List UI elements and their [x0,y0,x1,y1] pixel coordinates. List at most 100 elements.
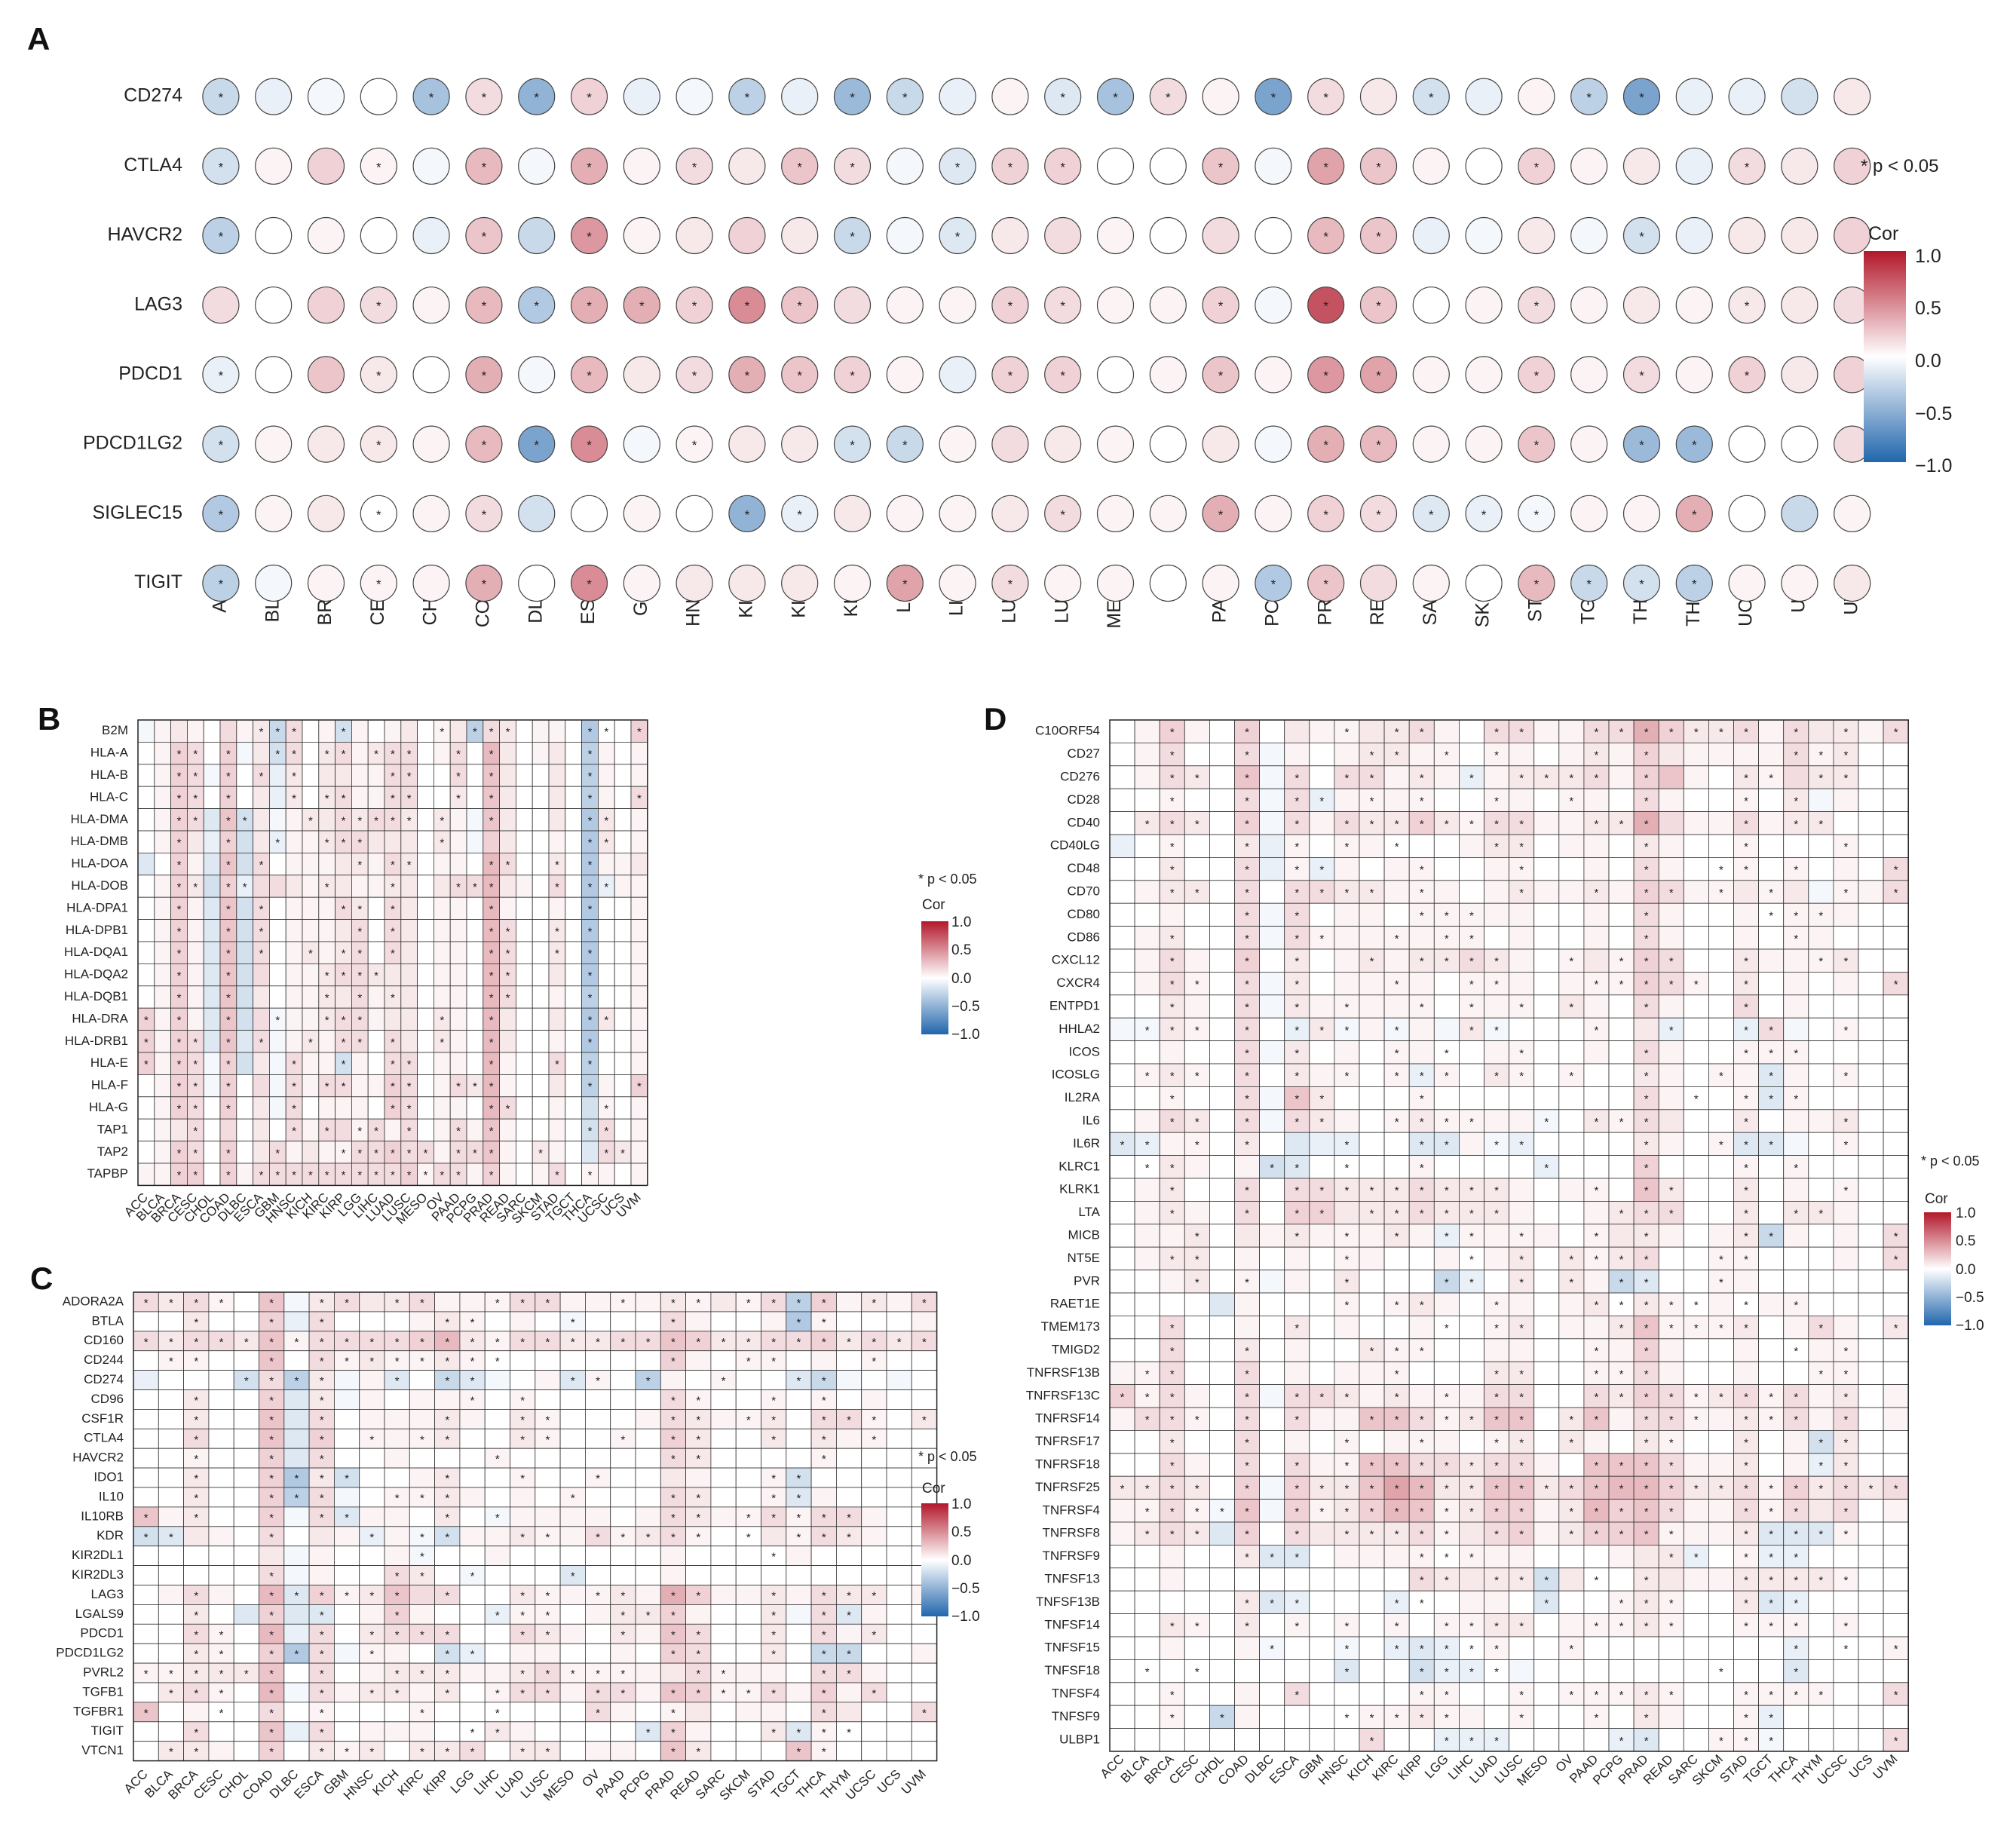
panel-c-significance-star: * [847,1512,851,1524]
panel-d-significance-star: * [1395,1116,1399,1129]
panel-d-cell-TNFRSF9-CESC [1184,1544,1210,1569]
panel-c-row-label: KDR [97,1528,124,1542]
panel-b-significance-star: * [555,1169,559,1182]
panel-b-cell-HLA-DQA2-CHOL [203,963,221,987]
panel-d-cell-TNFRSF8-UCS [1858,1521,1884,1546]
panel-d-cell-C10ORF54-CESC [1184,719,1210,743]
panel-b-cell-HLA-C-KICH [302,786,320,809]
panel-d-cell-ULBP1-KIRP [1408,1728,1435,1752]
panel-d-cell-TMIGD2-SARC [1683,1338,1709,1362]
panel-d-significance-star: * [1469,1230,1474,1243]
panel-c-cell-VTCN1-PAAD [610,1741,636,1761]
panel-d-cell-ENTPD1-LGG [1433,994,1460,1019]
panel-b-cell-HLA-F-CHOL [203,1074,221,1098]
panel-d-significance-star: * [1719,1322,1723,1335]
panel-c-significance-star: * [470,1726,475,1739]
panel-b-cell-HLA-DQA2-SARC [516,963,533,987]
panel-b-significance-star: * [456,770,461,783]
panel-d-cell-CXCR4-KICH [1359,972,1385,996]
panel-a-significance-star: * [1429,507,1434,522]
panel-d-cell-TNFRSF17-THCA [1783,1430,1809,1454]
panel-b-significance-star: * [489,948,494,960]
panel-d-significance-star: * [1519,1437,1524,1450]
panel-b-cell-HLA-B-DLBC [236,764,253,787]
panel-d-cell-CD80-PCPG [1608,902,1635,927]
panel-d-cell-TNFRSF14-UCS [1858,1407,1884,1431]
panel-d-cell-TNFSF15-PCPG [1608,1636,1635,1660]
panel-b-cell-HLA-DMA-MESO [417,808,434,832]
panel-b-significance-star: * [588,770,593,783]
panel-c-cell-CSF1R-GBM [333,1409,360,1429]
panel-b-cell-HLA-DMB-SKCM [532,830,550,853]
panel-d-significance-star: * [1519,1689,1524,1702]
panel-c-cell-IDO1-OV [585,1467,611,1488]
panel-c-cell-CTLA4-UCS [886,1428,912,1449]
panel-b-significance-star: * [226,1103,231,1116]
panel-a-cell-SIGLEC15-SKCM [1465,495,1503,532]
panel-a-cell-HAVCR2-SARC [1412,216,1450,255]
panel-c-cell-IL10RB-SKCM [735,1506,761,1527]
panel-c-cell-PDCD1-GBM [333,1623,360,1644]
panel-c-cell-PDCD1-SARC [710,1623,737,1644]
panel-d-significance-star: * [1744,1116,1748,1129]
panel-d-cell-KLRC1-CESC [1184,1155,1210,1179]
panel-d-cell-TNFSF9-SARC [1683,1705,1709,1729]
panel-d-significance-star: * [1519,841,1524,853]
panel-d-significance-star: * [1494,1208,1499,1221]
panel-d-cell-ICOS-PCPG [1608,1040,1635,1065]
panel-a-cell-CD274-THYM [1675,78,1713,115]
panel-b-cell-HLA-DQB1-PAAD [449,985,467,1009]
panel-a-cell-HAVCR2-PCPG [1255,216,1292,255]
panel-d-cell-IL6-KICH [1359,1109,1385,1133]
panel-c-cell-PDCD1LG2-MESO [559,1643,586,1664]
panel-c-legend-title: Cor [922,1481,945,1497]
panel-d-legend-tick: −1.0 [1956,1318,1984,1334]
panel-a-cell-TIGIT-UVM [1834,564,1871,602]
panel-c-cell-BTLA-CHOL [233,1311,259,1332]
panel-b-significance-star: * [391,903,395,916]
panel-d-cell-KLRK1-UCS [1858,1178,1884,1202]
panel-b-cell-HLA-DQA1-HNSC [285,941,303,964]
panel-d-significance-star: * [1370,1208,1374,1221]
panel-b-cell-HLA-C-ACC [137,786,155,809]
panel-d-significance-star: * [1619,1253,1624,1266]
panel-c-cell-IL10-CHOL [233,1487,259,1508]
panel-d-cell-C10ORF54-GBM [1309,719,1335,743]
panel-c-significance-star: * [696,1668,700,1680]
panel-b-cell-TAPBP-TGCT [565,1163,582,1186]
panel-d-significance-star: * [1395,841,1399,853]
panel-d-significance-star: * [1744,1437,1748,1450]
panel-b-cell-TAPBP-UCSC [598,1163,615,1186]
panel-c-cell-IL10-SKCM [735,1487,761,1508]
panel-b-cell-HLA-DOA-PAAD [449,853,467,876]
panel-d-cell-CD27-STAD [1733,743,1759,767]
panel-c-cell-PDCD1-MESO [559,1623,586,1644]
panel-b-significance-star: * [456,1147,461,1160]
panel-b-cell-HLA-DPA1-UCSC [598,896,615,920]
panel-a-cell-HAVCR2-BLCA [255,216,293,255]
panel-d-cell-NT5E-READ [1658,1246,1684,1270]
panel-b-significance-star: * [538,1147,543,1160]
panel-d-cell-LTA-TGCT [1758,1201,1785,1225]
panel-b-cell-HLA-F-MESO [417,1074,434,1098]
panel-d-cell-CD70-MESO [1533,880,1560,904]
panel-b-cell-HLA-DOB-BLCA [154,875,172,898]
panel-d-significance-star: * [1694,1482,1699,1495]
panel-c-cell-KIR2DL3-TGCT [786,1565,812,1585]
panel-b-significance-star: * [275,1169,280,1182]
panel-a-significance-star: * [850,90,855,105]
panel-d-significance-star: * [1245,795,1249,807]
panel-b-significance-star: * [275,1147,280,1160]
panel-c-cell-VTCN1-ACC [133,1741,159,1761]
panel-b-cell-HLA-DPA1-CHOL [203,896,221,920]
panel-d-cell-CD48-LGG [1433,857,1460,881]
panel-b-significance-star: * [259,770,264,783]
panel-c-cell-HAVCR2-LGG [459,1448,486,1469]
panel-c-cell-KIR2DL1-KIRP [434,1546,461,1566]
panel-b-significance-star: * [342,748,346,761]
panel-b-cell-HLA-F-ACC [137,1074,155,1098]
panel-d-cell-LTA-OV [1558,1201,1585,1225]
panel-c-significance-star: * [495,1336,500,1349]
panel-d-cell-CD86-CHOL [1209,926,1235,950]
panel-d-significance-star: * [1445,1070,1449,1083]
